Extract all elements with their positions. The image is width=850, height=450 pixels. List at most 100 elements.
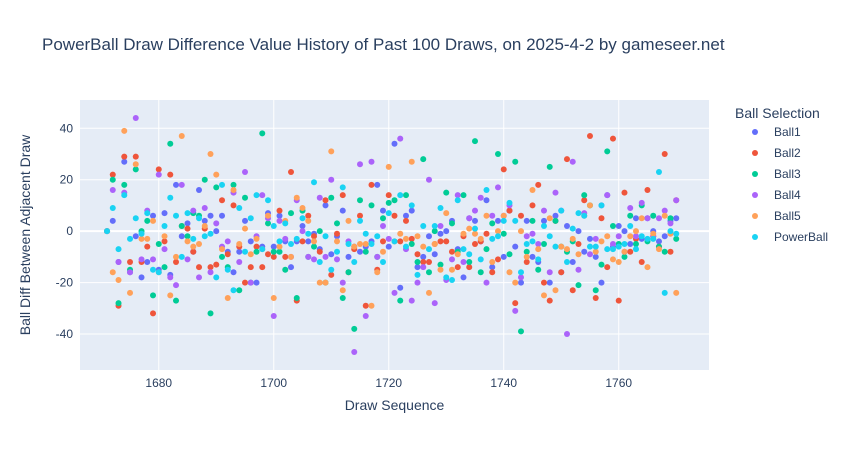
point-ball2 [282, 253, 289, 260]
point-ball2 [506, 207, 513, 214]
point-ball2 [517, 212, 524, 219]
point-ball5 [328, 148, 335, 155]
point-ball2 [207, 264, 214, 271]
point-powerball [604, 246, 611, 253]
point-ball2 [173, 259, 180, 265]
legend-marker-ball3 [752, 171, 758, 177]
point-ball2 [569, 287, 576, 294]
data-points [104, 115, 680, 355]
point-ball3 [483, 246, 490, 253]
point-ball2 [247, 264, 254, 271]
point-ball4 [161, 246, 168, 253]
point-powerball [627, 223, 634, 229]
point-powerball [673, 230, 680, 237]
point-ball2 [190, 248, 197, 255]
point-ball5 [121, 127, 128, 134]
point-ball4 [115, 259, 122, 265]
point-powerball [575, 210, 582, 217]
point-powerball [316, 259, 323, 265]
point-powerball [345, 241, 352, 247]
point-powerball [311, 179, 318, 186]
point-ball1 [546, 279, 553, 286]
point-ball2 [563, 156, 570, 163]
point-ball5 [236, 241, 243, 247]
point-ball4 [425, 176, 432, 183]
point-ball4 [311, 256, 318, 263]
point-ball2 [425, 259, 432, 265]
point-ball3 [604, 148, 611, 155]
point-ball5 [150, 217, 157, 224]
point-ball4 [615, 233, 622, 240]
point-ball2 [357, 212, 364, 219]
point-powerball [161, 223, 168, 229]
point-ball1 [420, 253, 427, 260]
y-tick-label: 40 [60, 121, 74, 135]
point-ball5 [448, 266, 455, 273]
point-ball4 [586, 251, 593, 258]
point-ball5 [529, 187, 536, 193]
point-ball5 [339, 287, 346, 294]
point-ball4 [655, 215, 662, 222]
point-powerball [563, 259, 570, 265]
point-ball5 [546, 215, 553, 222]
point-ball3 [581, 192, 588, 199]
point-powerball [253, 192, 260, 199]
point-ball3 [282, 266, 289, 273]
point-powerball [288, 241, 295, 247]
point-powerball [621, 241, 628, 247]
point-ball5 [552, 287, 559, 294]
point-ball4 [173, 282, 180, 289]
point-ball4 [397, 135, 404, 142]
point-ball4 [420, 264, 427, 271]
point-ball5 [598, 238, 605, 245]
point-ball5 [242, 225, 249, 232]
point-ball5 [276, 243, 283, 250]
point-ball4 [316, 194, 323, 201]
point-ball3 [236, 287, 243, 294]
point-ball3 [316, 228, 323, 235]
point-ball5 [471, 230, 478, 237]
point-ball2 [155, 166, 162, 173]
point-ball4 [155, 171, 162, 178]
legend-label-ball1: Ball1 [774, 125, 801, 139]
point-powerball [236, 205, 243, 211]
point-ball5 [368, 302, 375, 309]
point-ball5 [609, 256, 616, 263]
point-powerball [408, 202, 415, 209]
point-ball1 [305, 238, 312, 245]
point-ball1 [632, 215, 639, 222]
point-ball2 [494, 256, 501, 263]
point-ball1 [322, 202, 329, 209]
point-ball1 [592, 253, 599, 260]
point-powerball [615, 243, 622, 250]
point-ball4 [529, 230, 536, 237]
point-ball5 [523, 253, 530, 260]
point-ball3 [219, 253, 226, 260]
point-ball3 [293, 295, 300, 301]
point-ball4 [167, 274, 174, 281]
point-powerball [650, 235, 657, 242]
point-powerball [201, 233, 208, 240]
point-ball4 [322, 253, 329, 260]
point-powerball [414, 271, 421, 278]
point-powerball [454, 197, 461, 204]
point-ball2 [408, 235, 415, 242]
point-ball4 [109, 187, 116, 193]
point-powerball [558, 207, 565, 214]
point-ball5 [592, 248, 599, 255]
point-ball4 [494, 184, 501, 191]
point-ball5 [431, 241, 438, 247]
point-ball3 [334, 220, 341, 227]
point-ball5 [420, 243, 427, 250]
point-ball5 [253, 235, 260, 242]
point-ball1 [299, 223, 306, 229]
point-ball4 [259, 192, 266, 199]
point-ball4 [351, 349, 358, 355]
point-ball4 [380, 223, 387, 229]
point-ball2 [259, 264, 266, 271]
point-ball5 [178, 133, 185, 139]
point-ball5 [138, 235, 145, 242]
point-ball1 [357, 248, 364, 255]
point-powerball [138, 230, 145, 237]
